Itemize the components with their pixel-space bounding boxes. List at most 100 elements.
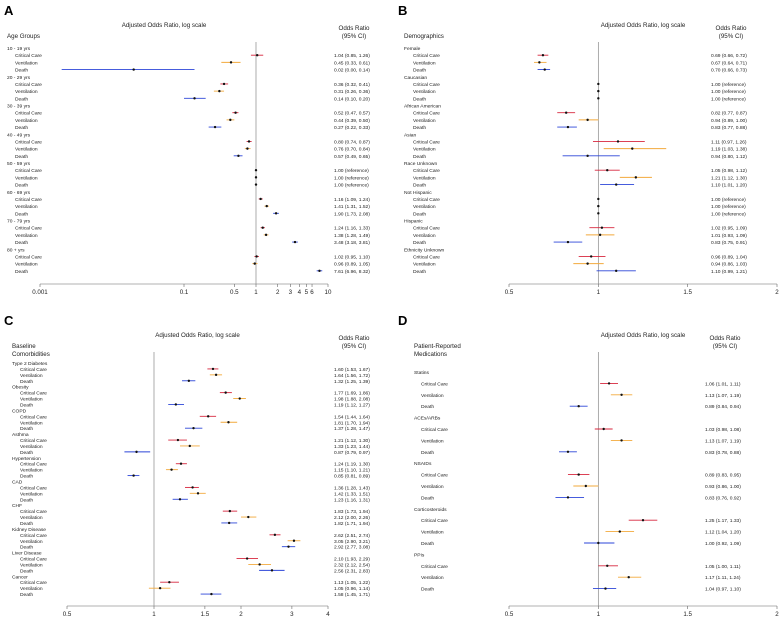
odds-ratio-value: 1.54 (1.44, 1.64) (334, 414, 370, 420)
outcome-label: Critical Care (413, 168, 440, 174)
point-estimate (210, 592, 213, 596)
point-estimate (634, 176, 638, 179)
point-estimate (222, 82, 226, 86)
category-label: 30 - 39 yrs (7, 104, 31, 110)
odds-ratio-value: 1.21 (1.12, 1.30) (711, 175, 747, 181)
point-estimate (211, 367, 215, 371)
point-estimate (293, 240, 297, 244)
outcome-label: Critical Care (15, 111, 42, 117)
outcome-label: Ventilation (20, 586, 43, 592)
odds-ratio-value: 1.13 (1.05, 1.22) (334, 580, 370, 586)
odds-ratio-value: 0.89 (0.84, 0.94) (705, 404, 741, 410)
outcome-label: Critical Care (20, 509, 47, 515)
x-tick-label: 0.5 (505, 611, 514, 618)
point-estimate (564, 111, 568, 114)
point-estimate (616, 140, 620, 143)
point-estimate (597, 541, 600, 545)
odds-ratio-value: 1.42 (1.33, 1.51) (334, 491, 370, 497)
point-estimate (270, 569, 274, 572)
outcome-label: Critical Care (413, 111, 440, 117)
point-estimate (541, 53, 545, 57)
category-label: PPIs (414, 552, 425, 558)
odds-ratio-value: 0.45 (0.33, 0.61) (334, 60, 370, 66)
odds-ratio-value: 0.27 (0.22, 0.33) (334, 125, 370, 131)
outcome-label: Death (15, 269, 28, 275)
odds-ratio-value: 1.36 (1.28, 1.43) (334, 485, 370, 491)
odds-ratio-heading: Odds Ratio (710, 335, 742, 342)
chart-title: Adjusted Odds Ratio, log scale (601, 332, 686, 339)
outcome-label: Critical Care (15, 254, 42, 260)
outcome-label: Death (20, 568, 33, 574)
outcome-label: Critical Care (413, 139, 440, 145)
point-estimate (259, 197, 262, 201)
category-label: 40 - 49 yrs (7, 132, 31, 138)
point-estimate (132, 474, 135, 477)
x-tick-label: 2 (276, 289, 280, 296)
odds-ratio-value: 0.83 (0.76, 0.92) (705, 495, 741, 501)
outcome-label: Ventilation (413, 147, 436, 153)
x-tick-label: 1.5 (683, 611, 692, 618)
odds-ratio-value: 1.10 (0.99, 1.21) (711, 269, 747, 275)
odds-ratio-value: 0.67 (0.64, 0.71) (711, 60, 747, 66)
point-estimate (273, 533, 277, 537)
odds-ratio-value: 1.02 (0.95, 1.10) (334, 254, 370, 260)
point-estimate (597, 204, 600, 208)
category-label: CHF (12, 503, 22, 509)
outcome-label: Ventilation (421, 393, 444, 399)
outcome-label: Death (15, 68, 28, 74)
odds-ratio-value: 1.90 (1.73, 2.08) (334, 211, 370, 217)
point-estimate (618, 530, 621, 533)
outcome-label: Ventilation (20, 515, 43, 521)
point-estimate (597, 197, 600, 201)
ci-heading: (95% CI) (342, 343, 366, 350)
category-label: Obesity (12, 385, 29, 391)
point-estimate (615, 183, 618, 186)
point-estimate (606, 564, 609, 567)
odds-ratio-value: 3.05 (2.90, 3.21) (334, 539, 370, 545)
point-estimate (586, 262, 589, 265)
point-estimate (188, 444, 191, 448)
point-estimate (627, 576, 630, 579)
outcome-label: Ventilation (413, 262, 436, 268)
odds-ratio-value: 1.05 (1.00, 1.11) (705, 564, 741, 570)
outcome-label: Critical Care (413, 197, 440, 203)
outcome-label: Death (20, 521, 33, 527)
outcome-label: Death (15, 154, 28, 160)
forest-panel-d: D Adjusted Odds Ratio, log scale Patient-R… (398, 313, 779, 618)
odds-ratio-value: 1.00 (reference) (334, 183, 369, 189)
forest-panel-a: A Adjusted Odds Ratio, log scale Age Group… (4, 3, 370, 296)
outcome-label: Death (15, 240, 28, 246)
odds-ratio-value: 1.24 (1.19, 1.30) (334, 462, 370, 468)
category-label: Asthma (12, 432, 29, 438)
outcome-label: Critical Care (15, 139, 42, 145)
outcome-label: Death (20, 450, 33, 456)
point-estimate (538, 61, 541, 64)
odds-ratio-value: 0.94 (0.80, 1.12) (711, 154, 747, 160)
point-estimate (604, 587, 607, 590)
point-estimate (246, 147, 249, 150)
point-estimate (168, 581, 171, 584)
point-estimate (132, 68, 135, 71)
point-estimate (254, 176, 258, 179)
group-heading: Demographics (404, 33, 444, 40)
outcome-label: Death (20, 592, 33, 598)
odds-ratio-value: 1.23 (1.16, 1.31) (334, 497, 370, 503)
outcome-label: Critical Care (20, 485, 47, 491)
x-tick-label: 3 (290, 611, 294, 618)
point-estimate (274, 212, 278, 215)
outcome-label: Death (20, 379, 33, 385)
point-estimate (606, 168, 609, 172)
odds-ratio-value: 1.00 (reference) (711, 204, 746, 210)
category-label: 20 - 29 yrs (7, 75, 31, 81)
x-tick-label: 2 (775, 289, 779, 296)
outcome-label: Ventilation (20, 468, 43, 474)
category-label: Hypertension (12, 456, 41, 462)
point-estimate (247, 140, 251, 143)
point-estimate (135, 450, 138, 454)
x-tick-label: 5 (305, 289, 309, 296)
outcome-label: Ventilation (413, 89, 436, 95)
odds-ratio-value: 1.04 (0.97, 1.10) (705, 587, 741, 593)
group-heading: Baseline (12, 343, 36, 350)
